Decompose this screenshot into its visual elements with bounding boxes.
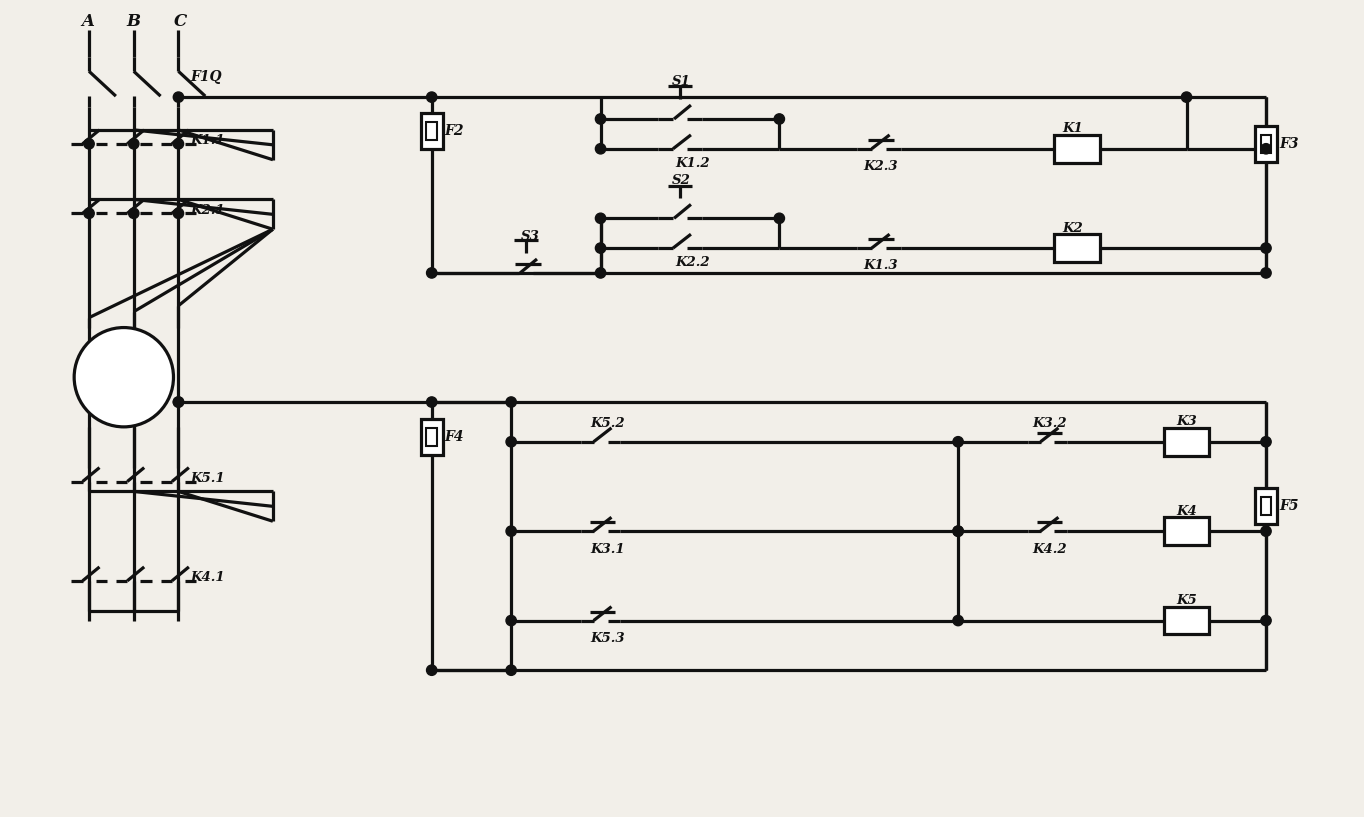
Circle shape <box>1260 243 1271 253</box>
Circle shape <box>1260 144 1271 154</box>
Text: S3: S3 <box>521 230 540 243</box>
Circle shape <box>85 139 94 149</box>
Text: K4: K4 <box>1177 505 1198 518</box>
Text: K5: K5 <box>1177 594 1198 607</box>
Text: K5.2: K5.2 <box>591 417 625 431</box>
Circle shape <box>596 243 606 253</box>
Circle shape <box>173 92 184 102</box>
Bar <box>420 419 443 455</box>
Circle shape <box>596 144 606 154</box>
Text: M: M <box>113 368 135 386</box>
Circle shape <box>427 397 436 407</box>
Text: K1.1: K1.1 <box>191 134 225 147</box>
Text: K3: K3 <box>1177 415 1198 428</box>
Text: F4: F4 <box>445 430 464 444</box>
Circle shape <box>596 213 606 224</box>
Circle shape <box>1181 92 1192 102</box>
Circle shape <box>173 397 184 407</box>
Bar <box>1163 428 1210 456</box>
Text: K2.3: K2.3 <box>863 160 899 173</box>
Circle shape <box>953 526 963 536</box>
Text: K3.2: K3.2 <box>1033 417 1067 431</box>
Text: F2: F2 <box>445 124 464 138</box>
Circle shape <box>1260 526 1271 536</box>
Bar <box>1163 607 1210 635</box>
Bar <box>1260 135 1271 153</box>
Circle shape <box>128 208 139 218</box>
Bar <box>420 113 443 149</box>
Circle shape <box>506 615 517 626</box>
Circle shape <box>427 665 436 676</box>
Circle shape <box>128 139 139 149</box>
Circle shape <box>506 397 517 407</box>
Bar <box>427 428 438 446</box>
Text: K4.2: K4.2 <box>1033 542 1067 556</box>
Circle shape <box>775 114 784 124</box>
Text: B: B <box>127 13 140 30</box>
Circle shape <box>1260 268 1271 278</box>
Text: K4.1: K4.1 <box>191 571 225 584</box>
Text: K2.1: K2.1 <box>191 204 225 217</box>
Circle shape <box>596 114 606 124</box>
Circle shape <box>775 213 784 224</box>
Circle shape <box>953 526 963 536</box>
Text: F1Q: F1Q <box>191 70 222 84</box>
Bar <box>1163 517 1210 545</box>
Circle shape <box>173 208 184 218</box>
Text: K1: K1 <box>1063 123 1083 136</box>
Text: K2.2: K2.2 <box>675 257 709 270</box>
Bar <box>1054 234 1101 262</box>
Circle shape <box>74 328 173 426</box>
Bar <box>1255 126 1277 162</box>
Circle shape <box>506 526 517 536</box>
Circle shape <box>1260 615 1271 626</box>
Circle shape <box>596 268 606 278</box>
Circle shape <box>427 92 436 102</box>
Text: K5.3: K5.3 <box>591 632 625 645</box>
Bar <box>1054 135 1101 163</box>
Text: S2: S2 <box>672 174 692 187</box>
Circle shape <box>173 397 184 407</box>
Text: F5: F5 <box>1279 499 1299 513</box>
Circle shape <box>85 208 94 218</box>
Text: K5.1: K5.1 <box>191 472 225 485</box>
Text: K2: K2 <box>1063 221 1083 234</box>
Circle shape <box>506 665 517 676</box>
Text: F3: F3 <box>1279 136 1299 151</box>
Text: K1.3: K1.3 <box>863 260 899 273</box>
Bar <box>1260 498 1271 516</box>
Bar <box>1255 489 1277 525</box>
Circle shape <box>1260 436 1271 447</box>
Text: K1.2: K1.2 <box>675 157 709 170</box>
Text: S1: S1 <box>672 74 692 87</box>
Circle shape <box>427 268 436 278</box>
Text: K3.1: K3.1 <box>591 542 625 556</box>
Circle shape <box>953 436 963 447</box>
Bar <box>427 122 438 140</box>
Circle shape <box>173 139 184 149</box>
Circle shape <box>953 615 963 626</box>
Text: C: C <box>173 13 187 30</box>
Circle shape <box>506 436 517 447</box>
Text: A: A <box>80 13 94 30</box>
